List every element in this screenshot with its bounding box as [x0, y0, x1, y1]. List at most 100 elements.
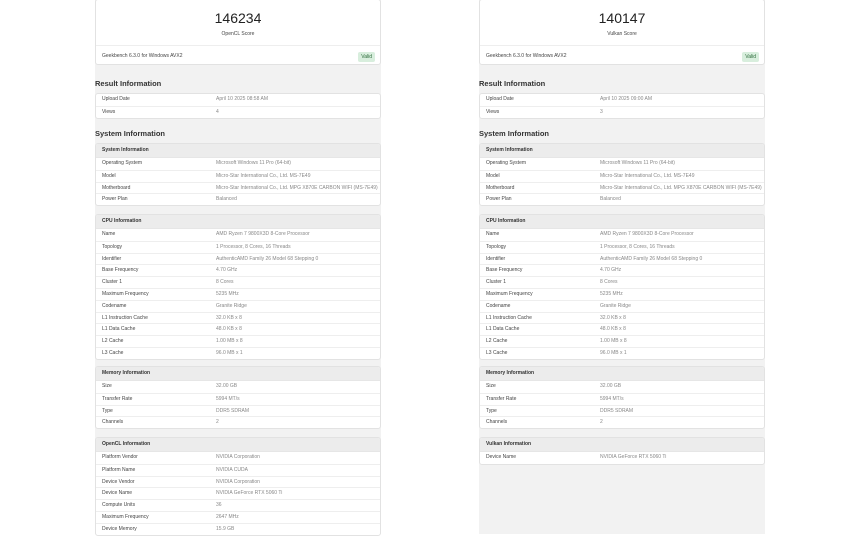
row-value: 1 Processor, 8 Cores, 16 Threads — [216, 243, 291, 250]
row-label: Topology — [102, 243, 123, 250]
result-column-opencl: 146234 OpenCL Score Geekbench 6.3.0 for Wi… — [95, 0, 381, 536]
row-value: 32.00 GB — [216, 383, 238, 389]
table-row: Channels 2 — [480, 416, 764, 428]
table-row: Platform Vendor NVIDIA Corporation — [96, 452, 380, 464]
row-label: Maximum Frequency — [102, 513, 149, 520]
row-label: L3 Cache — [486, 349, 508, 356]
cpu-information-table: CPU Information Name AMD Ryzen 7 9800X3D 8… — [95, 214, 381, 360]
row-value: Granite Ridge — [600, 302, 631, 309]
row-label: Size — [102, 383, 112, 389]
row-value: 48.0 KB x 8 — [216, 326, 242, 333]
row-label: Views — [486, 108, 500, 115]
table-row: Identifier AuthenticAMD Family 26 Model 6… — [96, 252, 380, 265]
row-value: Micro-Star International Co., Ltd. MPG X… — [216, 184, 378, 191]
cpu-information-table: CPU Information Name AMD Ryzen 7 9800X3D 8… — [479, 214, 765, 360]
table-row: Topology 1 Processor, 8 Cores, 16 Threads — [96, 240, 380, 253]
table-row: Operating System Microsoft Windows 11 Pro… — [96, 158, 380, 170]
row-value: 96.0 MB x 1 — [600, 349, 627, 356]
result-information-heading: Result Information — [479, 79, 546, 88]
result-information-table: Upload Date April 10 2025 09:00 AM Views 3 — [479, 93, 765, 119]
row-label: Codename — [102, 302, 127, 309]
table-row: Motherboard Micro-Star International Co.,… — [96, 181, 380, 194]
table-row: Maximum Frequency 5235 MHz — [480, 287, 764, 300]
row-value: 2 — [216, 419, 219, 426]
vulkan-information-table: Vulkan Information Device Name NVIDIA GeFo… — [479, 437, 765, 465]
row-value: 2647 MHz — [216, 513, 239, 520]
row-value: Microsoft Windows 11 Pro (64-bit) — [216, 160, 291, 166]
row-value: 1.00 MB x 8 — [216, 338, 243, 345]
table-row: Power Plan Balanced — [480, 193, 764, 205]
table-row: Maximum Frequency 2647 MHz — [96, 510, 380, 523]
row-value: 5994 MT/s — [216, 395, 240, 402]
row-value: Microsoft Windows 11 Pro (64-bit) — [600, 160, 675, 166]
row-label: Size — [486, 383, 496, 389]
result-column-vulkan: 140147 Vulkan Score Geekbench 6.3.0 for Wi… — [479, 0, 765, 534]
geekbench-version: Geekbench 6.3.0 for Windows AVX2 — [102, 53, 183, 59]
row-label: Maximum Frequency — [102, 290, 149, 297]
score-label: OpenCL Score — [221, 31, 255, 37]
row-value: NVIDIA Corporation — [216, 478, 260, 485]
opencl-information-table: OpenCL Information Platform Vendor NVIDIA … — [95, 437, 381, 536]
row-value: 36 — [216, 502, 222, 509]
row-value: 8 Cores — [600, 279, 618, 286]
row-value: 4 — [216, 108, 219, 115]
row-value: NVIDIA Corporation — [216, 454, 260, 460]
row-value: Micro-Star International Co., Ltd. MS-7E… — [600, 172, 695, 179]
table-row: L1 Instruction Cache 32.0 KB x 8 — [480, 311, 764, 324]
row-value: AMD Ryzen 7 9800X3D 8-Core Processor — [216, 231, 310, 237]
table-row: Channels 2 — [96, 416, 380, 428]
row-value: 1 Processor, 8 Cores, 16 Threads — [600, 243, 675, 250]
section-header: Memory Information — [480, 367, 764, 381]
row-value: Granite Ridge — [216, 302, 247, 309]
table-row: L1 Instruction Cache 32.0 KB x 8 — [96, 311, 380, 324]
row-value: NVIDIA GeForce RTX 5060 Ti — [600, 454, 667, 460]
row-label: Channels — [102, 419, 124, 426]
table-row: L2 Cache 1.00 MB x 8 — [480, 335, 764, 347]
table-row: Model Micro-Star International Co., Ltd. … — [480, 169, 764, 182]
row-value: NVIDIA CUDA — [216, 466, 248, 473]
row-label: L1 Data Cache — [486, 326, 520, 333]
row-label: Base Frequency — [102, 267, 139, 274]
table-row: Name AMD Ryzen 7 9800X3D 8-Core Processor — [96, 229, 380, 241]
row-label: L3 Cache — [102, 349, 124, 356]
row-value: 5994 MT/s — [600, 395, 624, 402]
row-value: Micro-Star International Co., Ltd. MS-7E… — [216, 172, 311, 179]
row-label: Identifier — [102, 255, 122, 262]
row-label: Upload Date — [102, 96, 130, 102]
divider — [480, 45, 764, 46]
row-label: Operating System — [486, 160, 527, 166]
table-row: L1 Data Cache 48.0 KB x 8 — [480, 323, 764, 335]
table-row: Base Frequency 4.70 GHz — [480, 264, 764, 276]
table-row: Transfer Rate 5994 MT/s — [480, 392, 764, 405]
table-row: Size 32.00 GB — [480, 381, 764, 393]
row-value: 32.0 KB x 8 — [600, 314, 626, 321]
system-information-table: System Information Operating System Micros… — [479, 143, 765, 207]
row-label: Type — [102, 407, 113, 414]
row-value: DDR5 SDRAM — [216, 407, 250, 414]
benchmark-score: 140147 — [598, 10, 646, 26]
table-row: Compute Units 36 — [96, 499, 380, 511]
section-header: OpenCL Information — [96, 438, 380, 452]
row-label: Transfer Rate — [102, 395, 133, 402]
row-label: Transfer Rate — [486, 395, 517, 402]
row-label: Cluster 1 — [486, 279, 507, 286]
row-label: Name — [102, 231, 116, 237]
memory-information-table: Memory Information Size 32.00 GB Transfer R… — [95, 366, 381, 430]
row-label: Cluster 1 — [102, 279, 123, 286]
row-value: Balanced — [216, 196, 237, 203]
row-label: Views — [102, 108, 116, 115]
table-row: Identifier AuthenticAMD Family 26 Model 6… — [480, 252, 764, 265]
memory-information-table: Memory Information Size 32.00 GB Transfer R… — [479, 366, 765, 430]
table-row: Motherboard Micro-Star International Co.,… — [480, 181, 764, 194]
row-label: Compute Units — [102, 502, 136, 509]
table-row: Power Plan Balanced — [96, 193, 380, 205]
table-row: L3 Cache 96.0 MB x 1 — [480, 346, 764, 359]
table-row: Device Name NVIDIA GeForce RTX 5060 Ti — [480, 452, 764, 464]
row-label: Codename — [486, 302, 511, 309]
row-value: 4.70 GHz — [216, 267, 238, 274]
row-label: Model — [486, 172, 500, 179]
section-header: System Information — [480, 144, 764, 158]
table-row: Type DDR5 SDRAM — [480, 404, 764, 417]
row-label: Motherboard — [486, 184, 515, 191]
row-value: AMD Ryzen 7 9800X3D 8-Core Processor — [600, 231, 694, 237]
